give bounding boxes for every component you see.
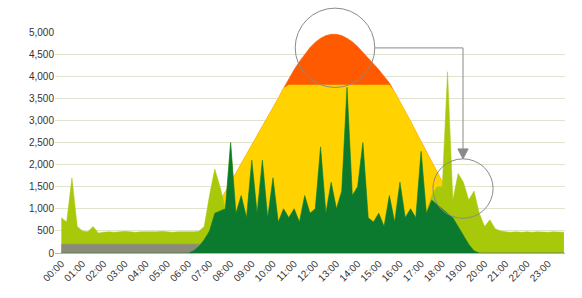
svg-text:08:00: 08:00 <box>210 258 236 284</box>
svg-text:16:00: 16:00 <box>379 258 405 284</box>
svg-text:13:00: 13:00 <box>316 258 342 284</box>
svg-text:23:00: 23:00 <box>528 258 554 284</box>
svg-text:14:00: 14:00 <box>337 258 363 284</box>
svg-text:1,000: 1,000 <box>29 203 54 214</box>
svg-text:18:00: 18:00 <box>422 258 448 284</box>
svg-text:19:00: 19:00 <box>443 258 469 284</box>
svg-text:03:00: 03:00 <box>104 258 130 284</box>
svg-text:22:00: 22:00 <box>506 258 532 284</box>
svg-text:09:00: 09:00 <box>231 258 257 284</box>
svg-text:3,500: 3,500 <box>29 93 54 104</box>
svg-text:5,000: 5,000 <box>29 27 54 38</box>
svg-text:21:00: 21:00 <box>485 258 511 284</box>
svg-text:0: 0 <box>48 248 54 259</box>
svg-text:2,500: 2,500 <box>29 137 54 148</box>
svg-text:04:00: 04:00 <box>125 258 151 284</box>
svg-text:05:00: 05:00 <box>147 258 173 284</box>
svg-text:11:00: 11:00 <box>274 258 299 283</box>
svg-text:06:00: 06:00 <box>168 258 194 284</box>
svg-text:2,000: 2,000 <box>29 159 54 170</box>
svg-text:4,500: 4,500 <box>29 49 54 60</box>
svg-text:01:00: 01:00 <box>62 258 88 284</box>
svg-text:07:00: 07:00 <box>189 258 215 284</box>
svg-text:10:00: 10:00 <box>252 258 278 284</box>
svg-text:12:00: 12:00 <box>295 258 321 284</box>
svg-text:17:00: 17:00 <box>401 258 427 284</box>
svg-text:1,500: 1,500 <box>29 181 54 192</box>
svg-text:20:00: 20:00 <box>464 258 490 284</box>
svg-text:15:00: 15:00 <box>358 258 384 284</box>
svg-text:4,000: 4,000 <box>29 71 54 82</box>
svg-text:02:00: 02:00 <box>83 258 109 284</box>
svg-text:3,000: 3,000 <box>29 115 54 126</box>
svg-text:00:00: 00:00 <box>41 258 67 284</box>
svg-text:500: 500 <box>37 225 54 236</box>
